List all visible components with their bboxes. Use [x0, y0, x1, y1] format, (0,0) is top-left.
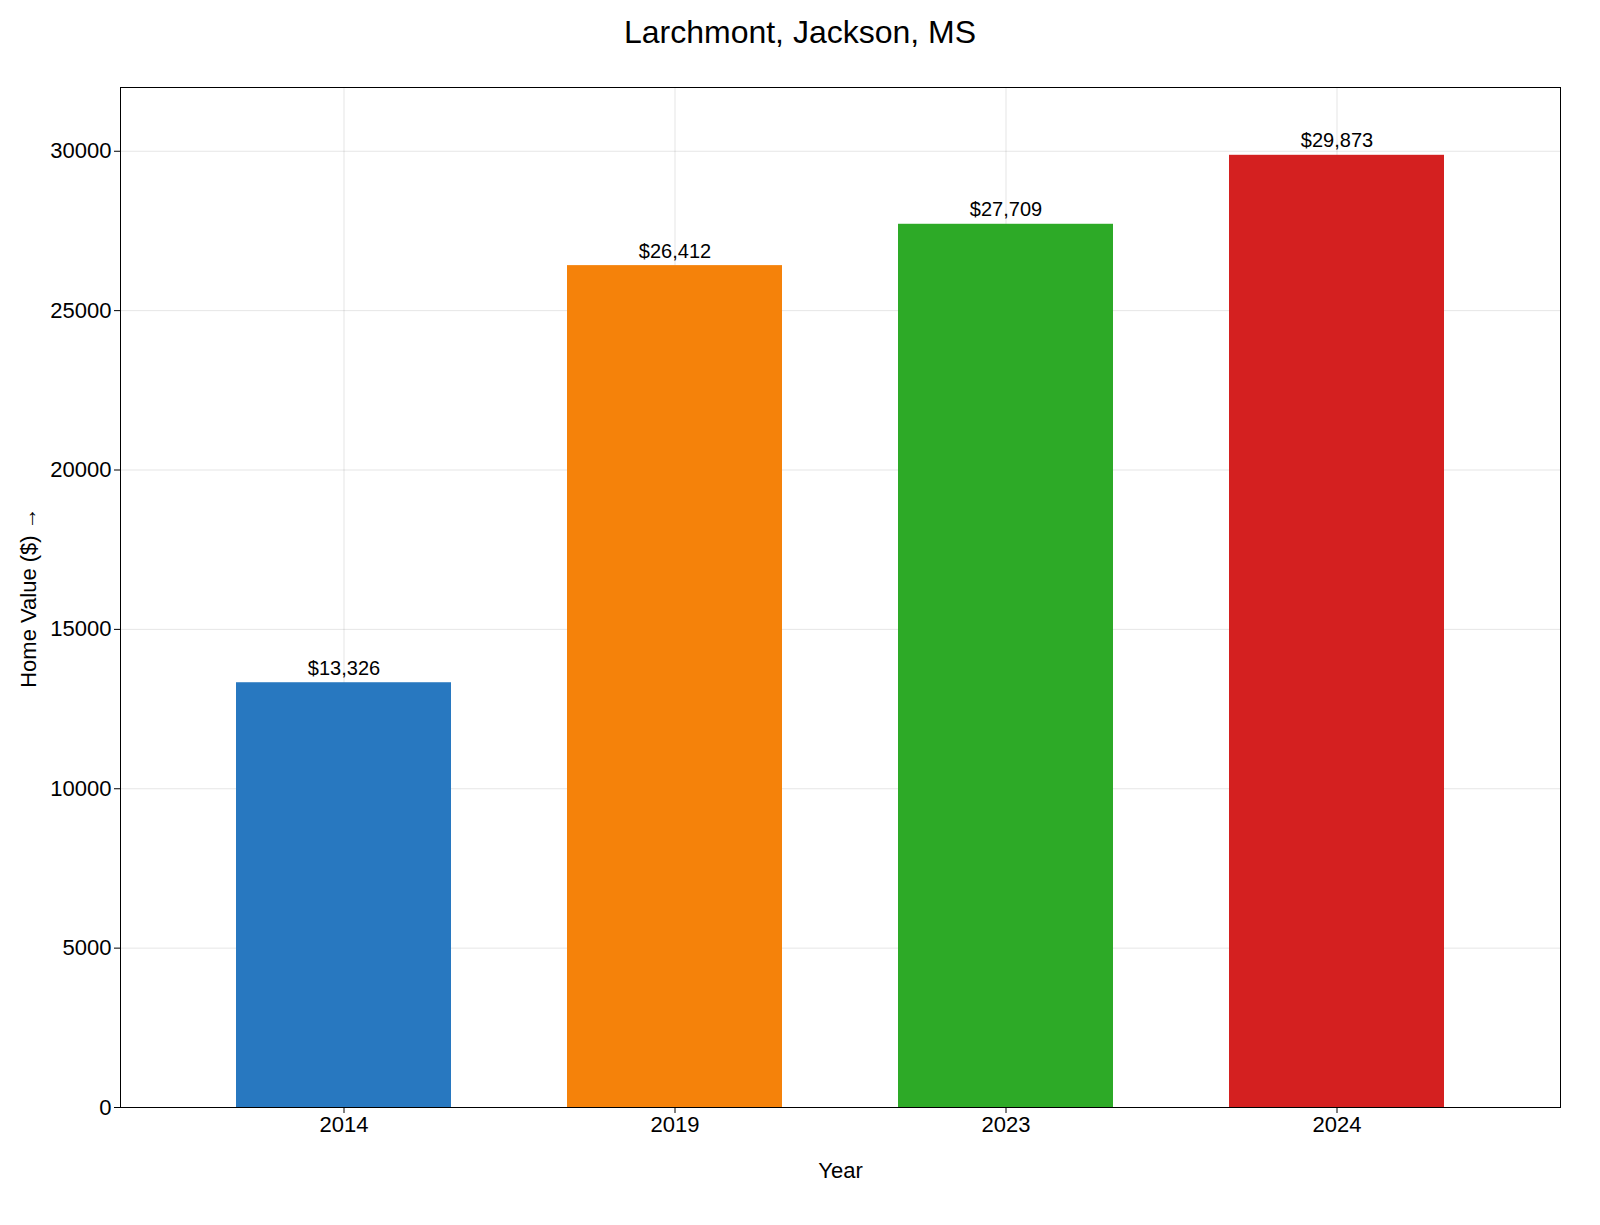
svg-text:2014: 2014	[320, 1112, 369, 1137]
svg-text:0: 0	[99, 1095, 111, 1120]
svg-text:2019: 2019	[651, 1112, 700, 1137]
svg-text:2023: 2023	[982, 1112, 1031, 1137]
svg-text:15000: 15000	[50, 616, 111, 641]
svg-text:$27,709: $27,709	[970, 198, 1042, 220]
svg-text:2024: 2024	[1313, 1112, 1362, 1137]
svg-text:$29,873: $29,873	[1301, 129, 1373, 151]
html-text:Larchmont, Jackson, MS: Larchmont, Jackson, MS	[623, 14, 977, 50]
svg-text:30000: 30000	[50, 138, 111, 163]
svg-text:Year: Year	[818, 1158, 862, 1183]
svg-text:25000: 25000	[50, 298, 111, 323]
svg-text:$26,412: $26,412	[639, 240, 711, 262]
svg-text:20000: 20000	[50, 457, 111, 482]
svg-text:Home Value ($) →: Home Value ($) →	[16, 507, 41, 688]
svg-text:5000: 5000	[63, 935, 112, 960]
svg-text:$13,326: $13,326	[308, 657, 380, 679]
svg-text:10000: 10000	[50, 776, 111, 801]
